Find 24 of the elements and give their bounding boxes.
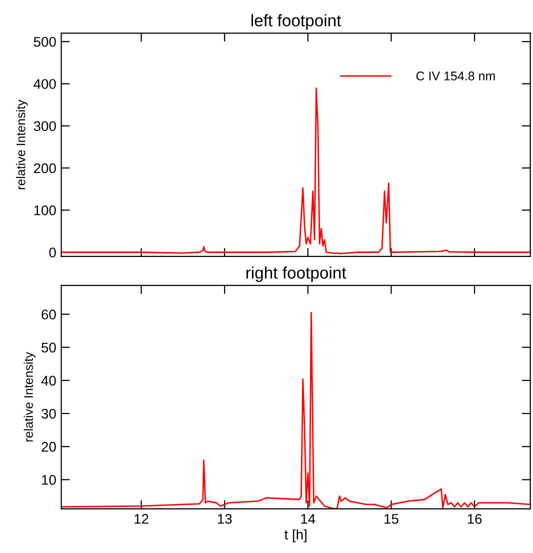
x-tick-label: 15 xyxy=(384,514,398,524)
y-tick-label: 40 xyxy=(41,376,56,386)
y-axis-title: relative Intensity xyxy=(24,352,36,442)
x-tick-label: 13 xyxy=(218,514,232,524)
y-tick-label: 200 xyxy=(34,163,56,174)
y-tick-label: 60 xyxy=(42,310,56,320)
y-tick-label: 30 xyxy=(42,408,56,419)
chart-title: right footpoint xyxy=(246,266,346,282)
y-axis-title: relative Intensity xyxy=(16,100,28,190)
y-tick-label: 300 xyxy=(34,121,56,132)
x-tick-label: 16 xyxy=(468,514,482,524)
x-tick-label: 14 xyxy=(301,514,316,524)
y-tick-label: 10 xyxy=(42,474,56,485)
y-tick-label: 500 xyxy=(34,36,56,47)
y-tick-label: 0 xyxy=(49,248,56,258)
y-tick-label: 50 xyxy=(42,342,56,353)
y-tick-label: 400 xyxy=(34,79,56,89)
x-tick-label: 12 xyxy=(134,514,148,524)
y-tick-label: 100 xyxy=(34,205,56,216)
y-tick-label: 20 xyxy=(42,442,56,452)
chart-title: left footpoint xyxy=(252,14,342,30)
x-axis-title: t [h] xyxy=(284,529,306,542)
legend-label: C IV 154.8 nm xyxy=(416,72,495,80)
line-series xyxy=(61,88,530,254)
